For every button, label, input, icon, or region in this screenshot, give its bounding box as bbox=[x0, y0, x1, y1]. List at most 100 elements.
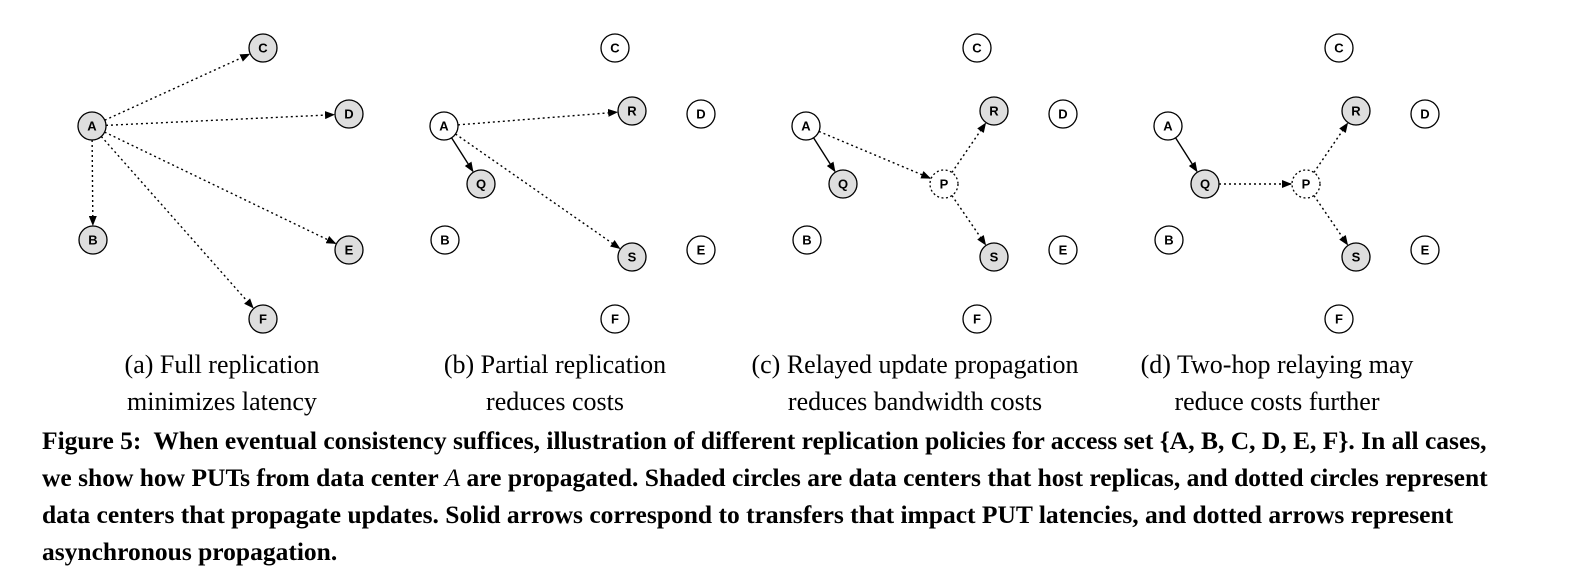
edge-a-a-to-f bbox=[100, 136, 254, 309]
node-a-e bbox=[334, 235, 364, 265]
node-label-a-f: F bbox=[259, 312, 267, 327]
node-label-b-f: F bbox=[611, 312, 619, 327]
node-label-c-q: Q bbox=[838, 177, 848, 192]
node-label-c-r: R bbox=[989, 104, 999, 119]
panel-a-caption-line1: (a) Full replication bbox=[124, 350, 320, 379]
edge-d-a-to-q bbox=[1174, 137, 1198, 173]
node-d-q bbox=[1190, 169, 1220, 199]
edge-c-p-to-r bbox=[951, 122, 987, 173]
edge-a-a-to-d bbox=[105, 111, 336, 127]
edge-a-a-to-c bbox=[104, 53, 251, 121]
edge-a-a-to-e bbox=[104, 131, 337, 245]
figure-caption-text-1: When eventual consistency suffices, illu… bbox=[42, 426, 1487, 492]
edge-c-a-to-p bbox=[818, 130, 932, 179]
node-label-b-d: D bbox=[696, 107, 705, 122]
node-d-p bbox=[1291, 169, 1321, 199]
node-c-e bbox=[1048, 235, 1078, 265]
panel-c-caption-line1: (c) Relayed update propagation bbox=[751, 350, 1079, 379]
node-c-q bbox=[828, 169, 858, 199]
node-label-c-b: B bbox=[802, 233, 811, 248]
node-b-r bbox=[617, 96, 647, 126]
node-label-d-d: D bbox=[1420, 107, 1429, 122]
figure-caption-text-2: are propagated. Shaded circles are data … bbox=[42, 463, 1488, 566]
node-label-c-s: S bbox=[990, 250, 999, 265]
node-d-d bbox=[1410, 99, 1440, 129]
node-d-s bbox=[1341, 242, 1371, 272]
replication-diagram: A B C D E F A B C D E F Q R S A B C D E F Q R S P A B C D E F Q R S P bbox=[77, 33, 1440, 334]
panel-c-caption-line2: reduces bandwidth costs bbox=[787, 387, 1043, 416]
edge-d-p-to-s bbox=[1313, 195, 1349, 246]
node-c-d bbox=[1048, 99, 1078, 129]
node-label-b-r: R bbox=[627, 104, 637, 119]
panel-a-caption: (a) Full replication minimizes latency bbox=[62, 346, 382, 420]
node-label-d-s: S bbox=[1352, 250, 1361, 265]
figure-caption: Figure 5: When eventual consistency suff… bbox=[42, 422, 1492, 570]
edge-c-a-to-q bbox=[812, 137, 836, 173]
node-label-b-a: A bbox=[439, 119, 449, 134]
node-a-f bbox=[248, 304, 278, 334]
node-label-b-s: S bbox=[628, 250, 637, 265]
node-label-d-f: F bbox=[1335, 312, 1343, 327]
edge-b-a-to-s bbox=[455, 133, 621, 249]
node-b-a bbox=[429, 111, 459, 141]
node-label-d-r: R bbox=[1351, 104, 1361, 119]
panel-d-graph: A B C D E F Q R S P bbox=[1153, 33, 1440, 334]
node-label-c-p: P bbox=[940, 177, 949, 192]
node-c-s bbox=[979, 242, 1009, 272]
node-b-d bbox=[686, 99, 716, 129]
node-c-b bbox=[792, 225, 822, 255]
node-label-c-a: A bbox=[801, 119, 811, 134]
panel-b-caption-line1: (b) Partial replication bbox=[443, 350, 667, 379]
edge-a-a-to-b bbox=[88, 139, 97, 227]
node-label-d-c: C bbox=[1334, 41, 1344, 56]
node-label-b-q: Q bbox=[476, 177, 486, 192]
node-label-d-p: P bbox=[1302, 177, 1311, 192]
node-a-d bbox=[334, 99, 364, 129]
panel-d-caption-line2: reduce costs further bbox=[1174, 387, 1380, 416]
node-label-a-a: A bbox=[87, 119, 97, 134]
node-b-s bbox=[617, 242, 647, 272]
node-b-f bbox=[600, 304, 630, 334]
node-label-a-b: B bbox=[88, 233, 97, 248]
node-a-a bbox=[77, 111, 107, 141]
node-d-c bbox=[1324, 33, 1354, 63]
node-label-c-e: E bbox=[1059, 243, 1068, 258]
edge-c-p-to-s bbox=[951, 195, 987, 246]
node-d-b bbox=[1154, 225, 1184, 255]
panel-d-caption-line1: (d) Two-hop relaying may bbox=[1140, 350, 1414, 379]
node-label-d-a: A bbox=[1163, 119, 1173, 134]
figure-caption-italic-a: A bbox=[444, 463, 461, 492]
node-a-b bbox=[78, 225, 108, 255]
node-b-c bbox=[600, 33, 630, 63]
panel-b-caption-line2: reduces costs bbox=[486, 387, 624, 416]
node-d-r bbox=[1341, 96, 1371, 126]
node-label-b-c: C bbox=[610, 41, 620, 56]
node-label-b-e: E bbox=[697, 243, 706, 258]
node-label-d-b: B bbox=[1164, 233, 1173, 248]
node-c-c bbox=[962, 33, 992, 63]
node-b-b bbox=[430, 225, 460, 255]
node-c-f bbox=[962, 304, 992, 334]
node-label-a-d: D bbox=[344, 107, 353, 122]
node-label-a-e: E bbox=[345, 243, 354, 258]
panel-d-caption: (d) Two-hop relaying may reduce costs fu… bbox=[1112, 346, 1442, 420]
node-label-d-e: E bbox=[1421, 243, 1430, 258]
node-label-c-d: D bbox=[1058, 107, 1067, 122]
panel-b-caption: (b) Partial replication reduces costs bbox=[400, 346, 710, 420]
node-label-c-c: C bbox=[972, 41, 982, 56]
node-label-d-q: Q bbox=[1200, 177, 1210, 192]
node-d-a bbox=[1153, 111, 1183, 141]
node-label-a-c: C bbox=[258, 41, 268, 56]
panel-a-graph: A B C D E F bbox=[77, 33, 364, 334]
node-label-c-f: F bbox=[973, 312, 981, 327]
node-d-f bbox=[1324, 304, 1354, 334]
panel-c-graph: A B C D E F Q R S P bbox=[791, 33, 1078, 334]
node-d-e bbox=[1410, 235, 1440, 265]
panel-b-graph: A B C D E F Q R S bbox=[429, 33, 716, 334]
edge-b-a-to-q bbox=[450, 137, 474, 173]
panel-c-caption: (c) Relayed update propagation reduces b… bbox=[730, 346, 1100, 420]
node-label-b-b: B bbox=[440, 233, 449, 248]
figure-label: Figure 5: bbox=[42, 426, 142, 455]
panel-a-caption-line2: minimizes latency bbox=[127, 387, 317, 416]
node-b-e bbox=[686, 235, 716, 265]
